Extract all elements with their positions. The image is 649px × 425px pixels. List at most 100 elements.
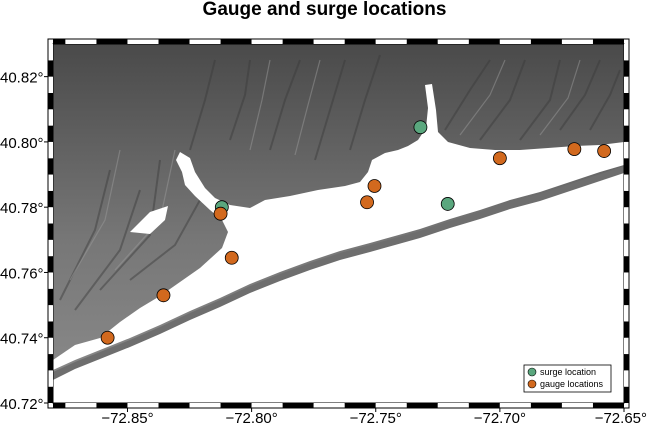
frame-segment: [344, 403, 376, 408]
gauge-marker: [213, 206, 228, 221]
legend-label-gauge: gauge locations: [540, 379, 604, 389]
frame-segment: [48, 190, 53, 208]
frame-segment: [48, 125, 53, 142]
frame-segment: [48, 174, 53, 191]
legend-swatch-gauge: [527, 379, 537, 389]
frame-segment: [48, 370, 53, 387]
axis-ticks: −72.85° −72.80° −72.75° −72.70° −72.65° 40.72…: [0, 70, 647, 425]
frame-segment: [406, 39, 438, 44]
frame-segment: [48, 60, 53, 77]
frame-segment: [624, 174, 629, 191]
ocean: [53, 173, 624, 403]
frame-segment: [48, 239, 53, 257]
frame-segment: [592, 39, 624, 44]
surge-markers: [214, 120, 455, 215]
legend-box: [523, 364, 612, 393]
y-tick-label: 40.80°: [0, 135, 44, 152]
frame-segment: [437, 403, 469, 408]
frame-segment: [561, 403, 593, 408]
frame-segment: [282, 403, 314, 408]
surge-marker: [440, 197, 455, 211]
frame-segment: [127, 403, 159, 408]
frame-segment: [53, 403, 66, 408]
frame-segment: [48, 272, 53, 289]
bay-water: [53, 84, 624, 370]
frame-segment: [468, 403, 500, 408]
frame-segment: [624, 76, 629, 93]
frame-segment: [158, 403, 190, 408]
frame-segment: [251, 39, 283, 44]
frame-segment: [344, 39, 376, 44]
frame-segment: [624, 337, 629, 355]
frame-segment: [624, 321, 629, 338]
frame-segment: [624, 92, 629, 110]
frame-segment: [48, 321, 53, 338]
frame-segment: [65, 39, 97, 44]
gauge-marker: [367, 179, 382, 193]
frame-segment: [406, 403, 438, 408]
frame-segment: [220, 39, 252, 44]
x-tick-label: −72.70°: [474, 410, 526, 425]
surge-marker: [413, 120, 428, 135]
frame-segment: [624, 256, 629, 273]
frame-segment: [48, 337, 53, 355]
frame-segment: [48, 141, 53, 159]
frame-segment: [251, 403, 283, 408]
frame-segment: [48, 158, 53, 175]
y-tick-label: 40.76°: [0, 265, 44, 282]
frame-segment: [499, 39, 531, 44]
frame-segment: [530, 403, 562, 408]
x-tick-label: −72.85°: [101, 410, 153, 425]
gauge-marker: [492, 151, 507, 166]
legend: surge location gauge locations: [523, 364, 612, 393]
frame-segment: [48, 223, 53, 240]
y-tick-label: 40.78°: [0, 200, 44, 217]
frame-outline: [47, 38, 630, 409]
frame-segment: [624, 288, 629, 306]
frame-segment: [313, 39, 345, 44]
frame-segment: [624, 370, 629, 387]
frame-segment: [624, 207, 629, 224]
x-tick-label: −72.75°: [350, 410, 402, 425]
frame-segment: [624, 223, 629, 240]
frame-segment: [561, 39, 593, 44]
x-tick-label: −72.80°: [225, 410, 277, 425]
frame-segment: [189, 403, 221, 408]
frame-segment: [624, 190, 629, 208]
frame-segment: [48, 288, 53, 306]
frame-segment: [48, 76, 53, 93]
legend-label-surge: surge location: [540, 367, 596, 377]
frame-segment: [437, 39, 469, 44]
frame-segment: [624, 386, 629, 403]
frame-segment: [313, 403, 345, 408]
frame-segment: [48, 44, 53, 61]
y-tick-label: 40.72°: [0, 396, 44, 413]
frame-segment: [375, 403, 407, 408]
gauge-marker: [567, 142, 582, 156]
frame-segment: [624, 44, 629, 61]
frame-segment: [530, 39, 562, 44]
frame-segment: [624, 109, 629, 126]
gauge-marker: [360, 195, 374, 210]
frame-segment: [375, 39, 407, 44]
frame-segment: [48, 256, 53, 273]
frame-segment: [127, 39, 159, 44]
frame-segment: [468, 39, 500, 44]
legend-swatch-surge: [527, 367, 537, 377]
frame-segment: [53, 39, 66, 44]
map-frame: [47, 38, 630, 409]
frame-segment: [158, 39, 190, 44]
frame-segment: [624, 354, 629, 371]
frame-segment: [65, 403, 97, 408]
inlet-central: [398, 210, 412, 228]
frame-segment: [624, 141, 629, 159]
gauge-marker: [597, 144, 612, 158]
frame-segment: [624, 272, 629, 289]
gauge-markers: [100, 142, 612, 345]
frame-segment: [282, 39, 314, 44]
gauge-marker: [100, 330, 115, 345]
map-title: Gauge and surge locations: [202, 0, 447, 20]
frame-segment: [624, 125, 629, 142]
frame-segment: [48, 305, 53, 322]
